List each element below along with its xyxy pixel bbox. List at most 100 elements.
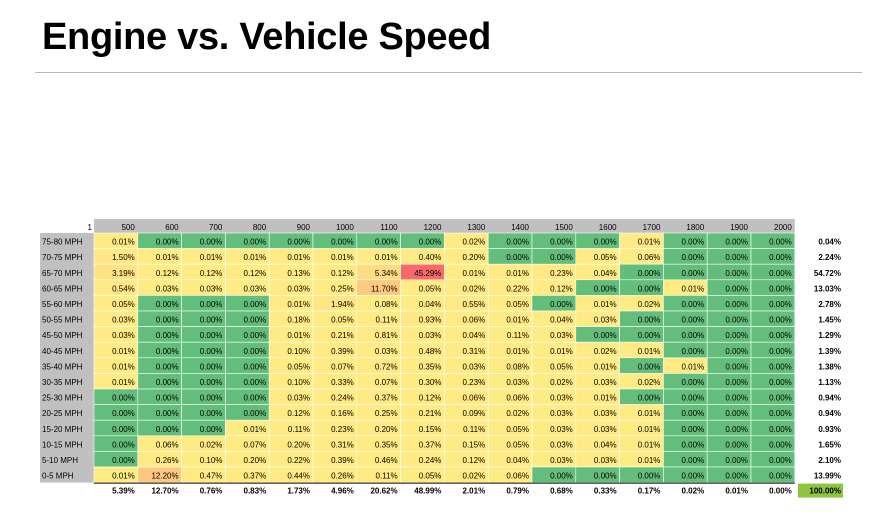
heatmap-cell-value: 0.00% — [200, 238, 223, 247]
row-total: 0.93% — [818, 425, 841, 434]
heatmap-cell-value: 0.06% — [156, 440, 179, 449]
heatmap-cell-value: 0.12% — [287, 409, 310, 418]
heatmap-cell-value: 0.02% — [638, 300, 661, 309]
heatmap-cell-value: 0.00% — [200, 316, 223, 325]
heatmap-cell-value: 0.02% — [463, 284, 486, 293]
heatmap-cell-value: 0.00% — [638, 316, 661, 325]
heatmap-cell-value: 0.04% — [463, 331, 486, 340]
heatmap-cell-value: 0.00% — [682, 347, 705, 356]
heatmap-cell-value: 0.04% — [506, 456, 529, 465]
heatmap-cell-value: 0.00% — [200, 425, 223, 434]
heatmap-cell-value: 0.00% — [594, 472, 617, 481]
column-header: 1700 — [643, 223, 661, 232]
title-divider — [35, 72, 862, 73]
row-total: 0.04% — [818, 238, 841, 247]
heatmap-cell-value: 0.00% — [200, 394, 223, 403]
heatmap-cell-value: 1.94% — [331, 300, 354, 309]
row-label: 15-20 MPH — [42, 425, 83, 434]
heatmap-cell-value: 0.00% — [156, 409, 179, 418]
heatmap-cell-value: 0.00% — [769, 472, 792, 481]
row-label: 10-15 MPH — [42, 440, 83, 449]
heatmap-cell-value: 0.01% — [506, 347, 529, 356]
heatmap-cell-value: 0.10% — [200, 456, 223, 465]
heatmap-cell-value: 0.00% — [682, 300, 705, 309]
heatmap-cell-value: 0.00% — [682, 425, 705, 434]
column-header: 500 — [121, 223, 135, 232]
heatmap-cell-value: 0.03% — [594, 409, 617, 418]
column-total: 0.83% — [244, 487, 267, 496]
heatmap-cell-value: 0.11% — [376, 316, 398, 325]
heatmap-cell-value: 0.00% — [156, 316, 179, 325]
heatmap-cell-value: 3.19% — [112, 269, 135, 278]
heatmap-cell-value: 0.00% — [594, 284, 617, 293]
heatmap-cell-value: 0.00% — [682, 316, 705, 325]
heatmap-cell-value: 0.05% — [331, 316, 354, 325]
heatmap-cell-value: 0.00% — [725, 331, 748, 340]
heatmap-cell-value: 0.00% — [200, 331, 223, 340]
heatmap-cell-value: 0.02% — [463, 472, 486, 481]
heatmap-cell-value: 0.10% — [287, 347, 310, 356]
heatmap-cell-value: 0.03% — [506, 378, 529, 387]
heatmap-cell-value: 0.00% — [550, 238, 573, 247]
heatmap-cell-value: 0.10% — [287, 378, 310, 387]
heatmap-cell-value: 0.05% — [419, 284, 442, 293]
heatmap-cell-value: 0.00% — [769, 331, 792, 340]
heatmap-cell-value: 0.01% — [506, 316, 529, 325]
heatmap-cell-value: 0.00% — [112, 394, 135, 403]
heatmap-cell-value: 0.00% — [725, 238, 748, 247]
column-total: 48.99% — [414, 487, 441, 496]
corner-label: 1 — [88, 223, 93, 232]
heatmap-cell-value: 0.03% — [419, 331, 442, 340]
heatmap-cell-value: 0.24% — [419, 456, 442, 465]
heatmap-cell-value: 0.00% — [682, 472, 705, 481]
column-total: 0.76% — [200, 487, 223, 496]
heatmap-cell-value: 0.01% — [638, 409, 661, 418]
heatmap-cell-value: 0.00% — [725, 347, 748, 356]
heatmap-cell-value: 0.04% — [419, 300, 442, 309]
heatmap-cell-value: 0.01% — [112, 347, 135, 356]
heatmap-cell-value: 0.00% — [156, 394, 179, 403]
heatmap-cell-value: 0.03% — [550, 425, 573, 434]
heatmap-cell-value: 0.01% — [682, 284, 705, 293]
heatmap-cell-value: 0.01% — [156, 253, 179, 262]
heatmap-cell-value: 0.07% — [331, 362, 354, 371]
row-total: 2.10% — [818, 456, 841, 465]
heatmap-cell-value: 0.23% — [463, 378, 486, 387]
heatmap-cell-value: 0.03% — [594, 456, 617, 465]
heatmap-cell-value: 0.00% — [638, 394, 661, 403]
heatmap-cell-value: 0.40% — [419, 253, 442, 262]
heatmap-cell-value: 0.01% — [682, 362, 705, 371]
column-total: 5.39% — [112, 487, 135, 496]
column-header: 1900 — [730, 223, 748, 232]
heatmap-cell-value: 0.00% — [156, 378, 179, 387]
row-label: 45-50 MPH — [42, 331, 83, 340]
column-total: 0.68% — [550, 487, 573, 496]
column-header: 1600 — [599, 223, 617, 232]
heatmap-cell-value: 0.00% — [244, 331, 267, 340]
heatmap-cell-value: 0.09% — [463, 409, 486, 418]
row-label-band — [40, 233, 94, 483]
heatmap-cell-value: 0.01% — [594, 394, 617, 403]
heatmap-cell-value: 0.03% — [200, 284, 223, 293]
row-label: 25-30 MPH — [42, 394, 83, 403]
row-label: 35-40 MPH — [42, 362, 83, 371]
heatmap-cell-value: 45.29% — [414, 269, 441, 278]
heatmap-cell-value: 0.13% — [287, 269, 310, 278]
heatmap-cell-value: 0.21% — [419, 409, 442, 418]
heatmap-cell-value: 0.00% — [682, 394, 705, 403]
heatmap-cell-value: 0.31% — [331, 440, 354, 449]
heatmap-cell-value: 0.00% — [506, 238, 529, 247]
heatmap-cell-value: 0.33% — [331, 378, 354, 387]
heatmap-cell-value: 0.00% — [682, 269, 705, 278]
heatmap-cell-value: 0.00% — [419, 238, 442, 247]
heatmap-cell-value: 0.11% — [376, 472, 398, 481]
heatmap-cell-value: 0.16% — [331, 409, 354, 418]
column-header: 1800 — [686, 223, 704, 232]
heatmap-cell-value: 0.00% — [769, 425, 792, 434]
column-total: 0.17% — [638, 487, 661, 496]
heatmap-cell-value: 0.00% — [200, 347, 223, 356]
heatmap-cell-value: 0.00% — [244, 300, 267, 309]
heatmap-cell-value: 0.72% — [375, 362, 398, 371]
heatmap-cell-value: 0.07% — [244, 440, 267, 449]
